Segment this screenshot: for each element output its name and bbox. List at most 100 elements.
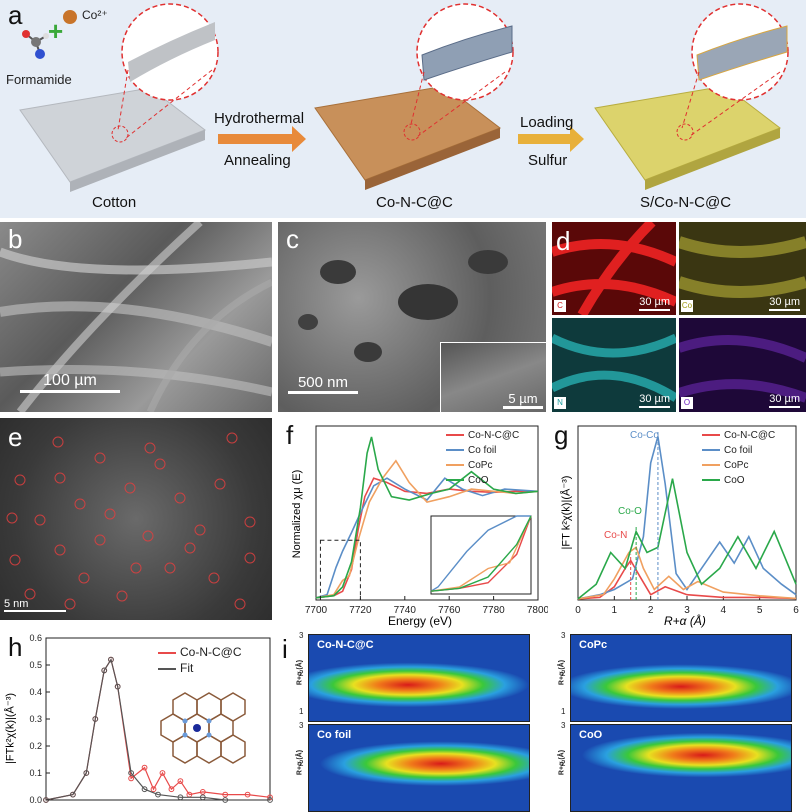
data-point	[69, 791, 76, 798]
legend-label: CoPc	[724, 460, 748, 471]
x-tick-label: 7720	[349, 605, 372, 616]
wavelet-y-tick: 2	[299, 759, 304, 768]
wavelet-y-tick: 1	[299, 707, 304, 716]
series-line-co-foil	[577, 436, 797, 600]
co-ion-sphere	[63, 10, 77, 24]
pore-c4	[468, 250, 508, 274]
sCoNC-fiber	[696, 25, 788, 81]
eds-scale-n-label: 30 µm	[639, 393, 670, 405]
data-point	[150, 786, 157, 793]
data-point	[177, 778, 184, 785]
data-point	[177, 794, 184, 801]
eds-texture-o	[679, 335, 806, 403]
porous-texture-c	[298, 250, 508, 362]
data-point	[222, 791, 229, 798]
y-tick-label: 0.3	[29, 714, 42, 724]
series-line-co-n-c-c	[577, 559, 797, 600]
data-point	[114, 683, 121, 690]
single-atom-marker	[9, 554, 21, 566]
chart-g-annot-coco: Co-Co	[630, 430, 659, 441]
x-tick-label: 7800	[527, 605, 548, 616]
zoom-region-box	[319, 539, 361, 601]
zoom-line-c1	[681, 71, 700, 129]
wavelet-title: CoPc	[579, 639, 608, 651]
data-point	[199, 794, 206, 801]
fiber-b1	[0, 247, 272, 275]
legend-label: Fit	[180, 661, 194, 675]
legend-label: CoPc	[468, 460, 492, 471]
stage-label-cotton: Cotton	[92, 194, 137, 211]
series-line-copc	[577, 546, 797, 600]
eds-scale-c-line	[639, 309, 670, 311]
data-point	[128, 770, 135, 776]
single-atom-marker	[234, 598, 246, 610]
n-atom-2	[206, 718, 212, 724]
process-arrow-1	[218, 126, 306, 152]
eds-texture-c	[552, 222, 676, 315]
x-tick-label: 3	[684, 605, 690, 616]
legend-label: CoO	[724, 475, 745, 486]
zoom-line-a1	[117, 69, 129, 131]
panel-c-sem-image: c 500 nm 5 µm	[278, 222, 546, 412]
data-point	[199, 789, 206, 795]
panel-a: a Co²⁺ + Formamide Cotton Hydrothermal A…	[0, 0, 806, 218]
scalebar-b-label: 100 µm	[43, 372, 97, 389]
single-atom-marker	[34, 514, 46, 526]
wavelet-title: CoO	[579, 729, 603, 741]
eds-map-o: O 30 µm	[679, 318, 806, 412]
wavelet-subplot: CoPc R+α (Å) 3 2 1	[559, 631, 792, 722]
wavelet-title: Co foil	[317, 729, 352, 741]
scalebar-c: 500 nm	[288, 374, 358, 394]
fiber-b4	[0, 365, 272, 397]
y-tick-label: 0.4	[29, 687, 42, 697]
scalebar-e: 5 nm	[4, 598, 66, 612]
co-center-atom	[193, 724, 201, 732]
panel-letter-d: d	[556, 226, 571, 256]
formamide-oxygen-atom	[22, 30, 30, 38]
wavelet-y-tick: 2	[561, 759, 566, 768]
formamide-label: Formamide	[6, 72, 72, 87]
data-point	[101, 667, 108, 674]
single-atom-marker	[74, 498, 86, 510]
single-atom-marker	[194, 524, 206, 536]
scalebar-c-label: 500 nm	[297, 374, 349, 391]
data-point	[267, 797, 273, 803]
chart-h-ylabel: |FTk²χ(k)|(Å⁻³)	[4, 692, 17, 765]
arrow2-bottom-label: Sulfur	[528, 152, 568, 169]
single-atom-marker	[144, 442, 156, 454]
panel-letter-f: f	[286, 420, 294, 450]
plot-frame	[577, 425, 797, 601]
panel-g: g 0 1 2 3 4 5 6 Co-N-C@C Co foil CoPc CoO |FT k²χ(…	[552, 418, 806, 630]
pore-c1	[320, 260, 356, 284]
sCoNC-mat-edge	[645, 128, 780, 190]
cotton-mat-edge	[70, 130, 205, 192]
coNC-fiber	[421, 25, 513, 81]
pore-c2	[398, 284, 458, 320]
single-atom-marker	[94, 534, 106, 546]
coordination-structure	[160, 692, 246, 764]
scalebar-b: 100 µm	[20, 372, 120, 393]
wavelet-y-tick: 1	[561, 707, 566, 716]
panel-letter-b: b	[8, 224, 23, 254]
formamide-carbon-atom	[31, 37, 41, 47]
series-line-fit	[45, 658, 270, 801]
x-tick-label: 6	[793, 605, 799, 616]
single-atom-marker	[24, 588, 36, 600]
chart-g-ylabel: |FT k²χ(k)|(Å⁻³)	[560, 475, 573, 550]
zoom-line-c2	[689, 71, 781, 137]
data-point	[222, 797, 229, 803]
series-line-co-n-c-c	[315, 477, 538, 599]
x-tick-label: 0	[575, 605, 581, 616]
single-atom-marker	[64, 598, 76, 610]
single-atom-marker	[154, 458, 166, 470]
single-atom-marker	[214, 478, 226, 490]
wavelet-subplot: CoO R+α (Å) 3 2	[559, 721, 792, 812]
inset-series-line	[430, 515, 531, 592]
x-tick-label: 7740	[394, 605, 417, 616]
data-point	[83, 770, 90, 776]
legend-label: Co foil	[724, 445, 752, 456]
pore-c5	[298, 314, 318, 330]
arrow1-top-label: Hydrothermal	[214, 110, 305, 127]
single-atom-marker	[208, 572, 220, 584]
scalebar-c-line	[288, 391, 358, 394]
